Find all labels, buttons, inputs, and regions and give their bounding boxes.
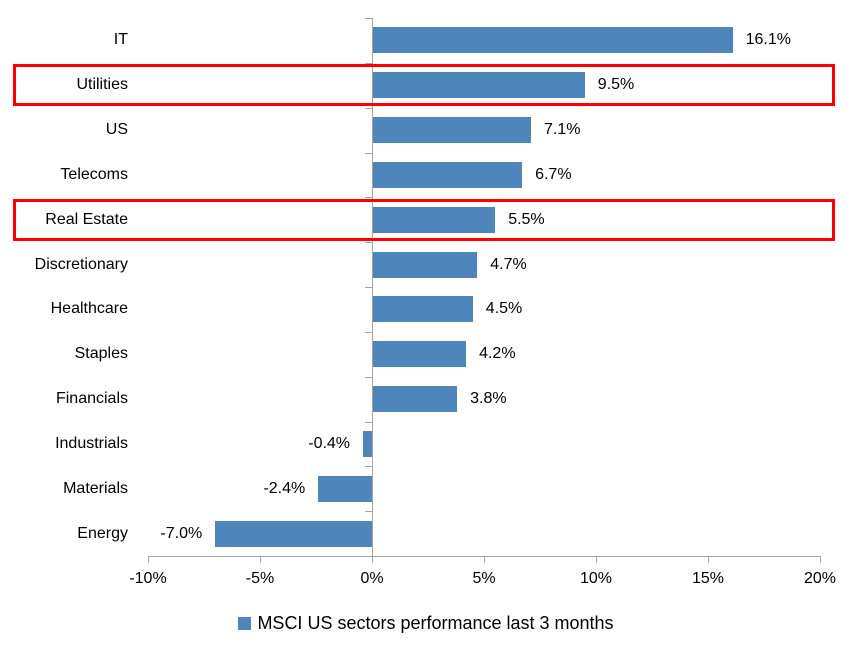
bar: [372, 296, 473, 323]
bar: [318, 475, 372, 502]
x-axis-tick: [148, 556, 149, 563]
category-label: IT: [113, 31, 128, 49]
category-axis-tick: [365, 197, 372, 199]
category-label: Healthcare: [50, 300, 128, 318]
x-axis-tick-label: -10%: [129, 570, 167, 587]
bar-value-label: 3.8%: [470, 390, 507, 408]
bar-value-label: 6.7%: [535, 165, 572, 183]
category-axis-tick: [365, 18, 372, 19]
category-label: Real Estate: [45, 210, 128, 228]
bar-value-label: -0.4%: [308, 434, 351, 452]
legend-label: MSCI US sectors performance last 3 month…: [257, 613, 614, 633]
x-axis-tick-label: -5%: [245, 570, 275, 587]
category-axis-tick: [365, 466, 372, 468]
category-axis-tick: [365, 376, 372, 378]
category-axis-tick: [365, 331, 372, 333]
bar: [372, 117, 532, 144]
x-axis-tick-label: 10%: [579, 570, 613, 587]
x-axis-tick-label: 5%: [472, 570, 496, 587]
x-axis-tick: [484, 556, 485, 563]
category-axis-tick: [365, 107, 372, 109]
x-axis-tick-label: 0%: [360, 570, 384, 587]
bar: [372, 341, 467, 368]
legend-swatch-icon: [238, 617, 252, 630]
category-axis-tick: [365, 62, 372, 64]
bar-value-label: 4.2%: [479, 345, 516, 363]
category-label: Materials: [63, 479, 128, 497]
bar: [372, 206, 496, 233]
bar-value-label: 4.7%: [490, 255, 527, 273]
category-label: Staples: [74, 345, 128, 363]
category-label: Telecoms: [60, 165, 128, 183]
bar: [372, 251, 478, 278]
bar: [372, 386, 458, 413]
bar-value-label: 7.1%: [544, 121, 581, 139]
category-label: Utilities: [76, 76, 128, 94]
bar: [372, 72, 585, 99]
category-label: Energy: [77, 524, 128, 542]
bar: [372, 27, 733, 54]
category-axis-tick: [365, 242, 372, 244]
x-axis-tick: [260, 556, 261, 563]
category-axis-tick: [365, 511, 372, 513]
category-label: Financials: [55, 390, 128, 408]
bar-value-label: 9.5%: [597, 76, 635, 94]
category-axis-tick: [365, 287, 372, 288]
category-label: US: [105, 121, 128, 139]
x-axis-tick-label: 20%: [803, 570, 837, 587]
x-axis-tick-label: 15%: [691, 570, 725, 587]
bar-value-label: -7.0%: [160, 524, 203, 542]
x-axis-tick: [708, 556, 709, 563]
bar-value-label: 4.5%: [485, 300, 523, 318]
x-axis-tick: [372, 556, 373, 563]
x-axis-tick: [596, 556, 597, 563]
bar-value-label: 16.1%: [745, 31, 791, 49]
category-label: Discretionary: [34, 255, 128, 273]
bar: [372, 161, 523, 188]
zero-axis-line: [372, 18, 373, 563]
bar: [363, 430, 372, 457]
bar-value-label: -2.4%: [263, 479, 306, 497]
bar: [215, 520, 372, 547]
category-axis-tick: [365, 421, 372, 423]
x-axis-tick: [820, 556, 821, 563]
category-axis-tick: [365, 152, 372, 154]
category-label: Industrials: [55, 434, 128, 452]
bar-value-label: 5.5%: [508, 210, 545, 228]
legend: MSCI US sectors performance last 3 month…: [0, 613, 852, 634]
